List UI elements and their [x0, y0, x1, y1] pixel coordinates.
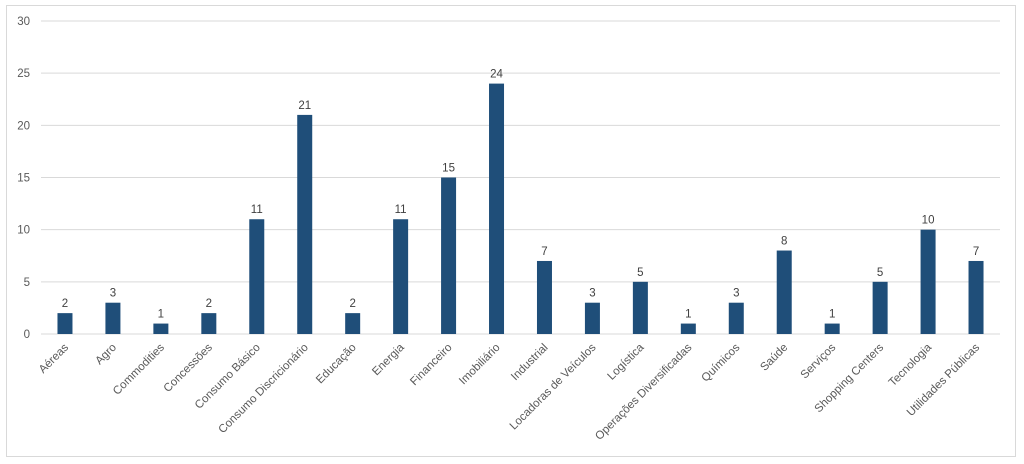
data-label: 8: [781, 236, 787, 248]
x-tick-label: Locadoras de Veículos: [508, 341, 599, 432]
y-tick-label: 10: [17, 225, 30, 237]
x-tick-label: Commodities: [111, 341, 167, 397]
x-tick-label: Imobiliário: [457, 342, 503, 388]
bar: [824, 323, 840, 334]
bar: [968, 260, 984, 334]
data-label: 7: [541, 246, 547, 258]
x-tick-label: Aéreas: [37, 341, 71, 375]
bar: [872, 281, 888, 334]
data-label: 11: [251, 204, 263, 216]
data-label: 2: [206, 298, 212, 310]
data-label: 7: [973, 246, 979, 258]
x-tick-label: Saúde: [758, 342, 790, 374]
bar: [57, 313, 73, 334]
data-label: 3: [733, 288, 739, 300]
y-tick-label: 25: [17, 68, 30, 80]
gridlines: [41, 20, 1000, 335]
x-tick-label: Serviços: [799, 341, 839, 381]
x-tick-label: Consumo Discricionário: [216, 342, 310, 436]
x-tick-label: Educação: [314, 342, 359, 387]
bars: [57, 83, 984, 335]
x-tick-label: Químicos: [700, 341, 743, 384]
x-tick-label: Financeiro: [408, 342, 454, 388]
bar: [153, 323, 169, 334]
data-label: 5: [637, 267, 643, 279]
data-label: 21: [298, 100, 311, 112]
y-tick-label: 5: [24, 277, 30, 289]
bar: [297, 114, 313, 335]
bar: [728, 302, 744, 334]
y-axis: 0 5 10 15 20 25 30: [17, 16, 30, 341]
y-tick-label: 0: [24, 329, 30, 341]
x-tick-label: Operações Diversificadas: [593, 341, 694, 442]
data-label: 10: [922, 215, 935, 227]
bar: [393, 219, 409, 334]
x-tick-label: Energia: [370, 341, 407, 378]
data-label: 1: [158, 309, 164, 321]
data-label: 1: [685, 309, 691, 321]
y-tick-label: 15: [17, 173, 30, 185]
x-tick-label: Agro: [93, 342, 119, 368]
x-tick-label: Concessões: [162, 341, 215, 394]
data-label: 2: [349, 298, 355, 310]
bar: [201, 313, 217, 334]
y-tick-label: 30: [17, 16, 30, 28]
bar: [249, 219, 265, 334]
y-tick-label: 20: [17, 120, 30, 132]
data-label: 2: [62, 298, 68, 310]
chart-frame: [6, 5, 1016, 457]
x-tick-label: Logística: [605, 341, 646, 382]
data-label: 3: [589, 288, 595, 300]
data-label: 5: [877, 267, 883, 279]
bar: [776, 250, 792, 334]
bar: [536, 260, 552, 334]
bar: [345, 313, 361, 334]
bar: [584, 302, 600, 334]
data-label: 24: [490, 69, 503, 81]
bar: [920, 229, 936, 334]
data-label: 1: [829, 309, 835, 321]
bar: [489, 83, 505, 334]
data-label: 15: [442, 163, 455, 175]
data-label: 3: [110, 288, 116, 300]
bar: [441, 177, 457, 334]
x-tick-label: Industrial: [509, 342, 550, 383]
bar: [680, 323, 696, 334]
x-tick-label: Tecnologia: [887, 341, 935, 389]
bar: [105, 302, 121, 334]
bar: [632, 281, 648, 334]
data-label: 11: [395, 204, 407, 216]
